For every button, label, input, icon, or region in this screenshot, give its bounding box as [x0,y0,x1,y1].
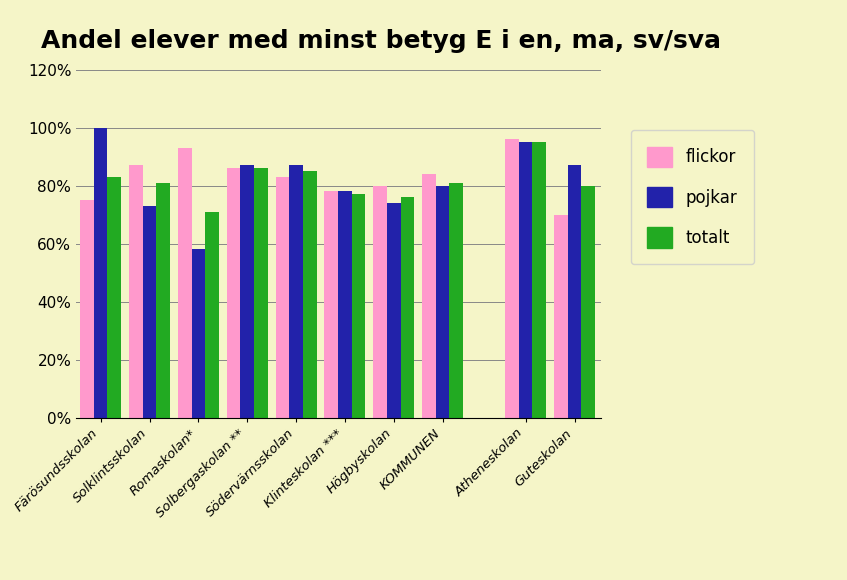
Bar [324,191,338,418]
Text: Andel elever med minst betyg E i en, ma, sv/sva: Andel elever med minst betyg E i en, ma,… [42,29,721,53]
Bar [289,165,303,418]
Bar [157,183,170,418]
Bar [554,215,567,418]
Bar [275,177,289,418]
Bar [94,128,108,418]
Bar [505,139,519,418]
Bar [533,142,546,418]
Bar [205,212,219,418]
Bar [352,194,365,418]
Bar [108,177,121,418]
Bar [191,249,205,418]
Bar [581,186,595,418]
Legend: flickor, pojkar, totalt: flickor, pojkar, totalt [631,130,754,264]
Bar [435,186,450,418]
Bar [567,165,581,418]
Bar [227,168,241,418]
Bar [142,206,157,418]
Bar [241,165,254,418]
Bar [387,203,401,418]
Bar [254,168,268,418]
Bar [374,186,387,418]
Bar [450,183,463,418]
Bar [80,200,94,418]
Bar [129,165,142,418]
Bar [338,191,352,418]
Bar [519,142,533,418]
Bar [303,171,317,418]
Bar [422,174,435,418]
Bar [401,197,414,418]
Bar [178,148,191,418]
